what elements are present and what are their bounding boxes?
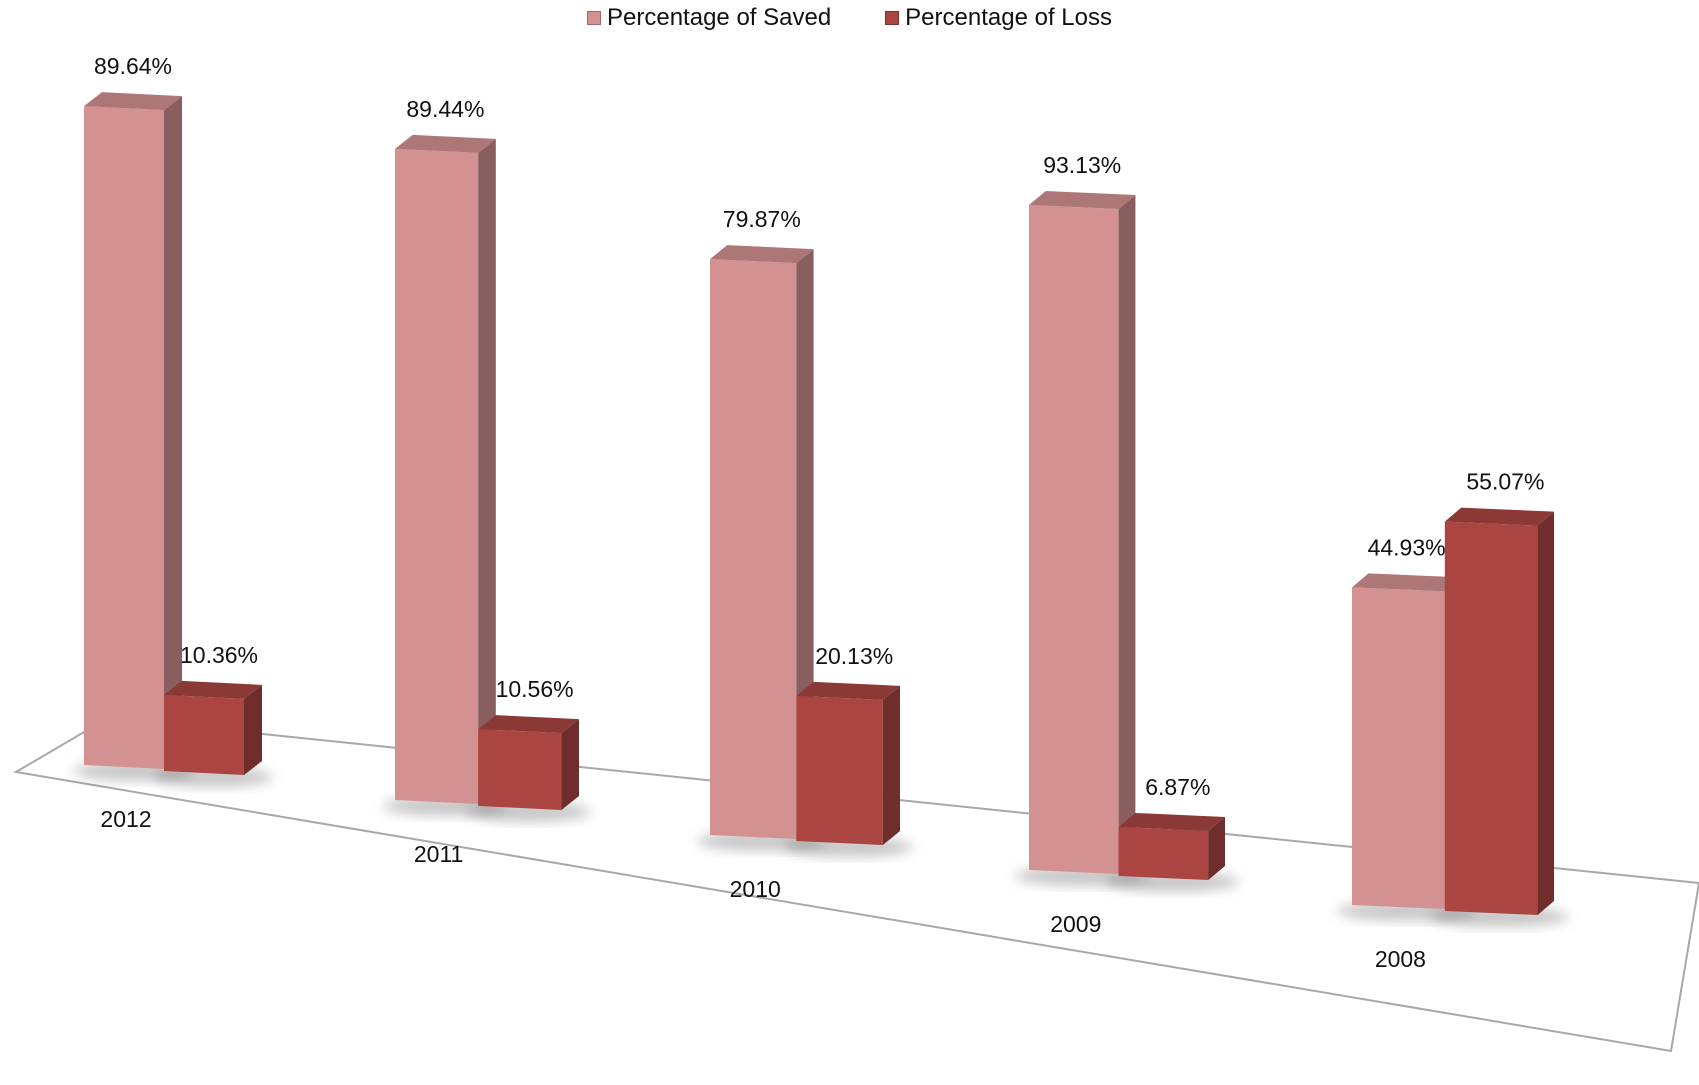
bar-loss-2012: [164, 680, 262, 775]
bar-front-face: [796, 695, 883, 845]
legend-swatch-loss: [885, 11, 900, 25]
bar-front-face: [478, 729, 562, 810]
bar-loss-2009: [1118, 812, 1225, 880]
bar-side-face: [1208, 816, 1225, 880]
bar-top-face: [1118, 812, 1225, 831]
bar-side-face: [882, 685, 900, 845]
bar-top-face: [1352, 573, 1462, 592]
bar-front-face: [1444, 521, 1538, 915]
bar-front-face: [1029, 205, 1119, 874]
legend-label-loss: Percentage of Loss: [905, 4, 1112, 31]
category-label-2009: 2009: [1050, 911, 1101, 937]
data-label-loss-2010: 20.13%: [815, 643, 893, 669]
data-label-loss-2008: 55.07%: [1466, 469, 1544, 495]
bar-top-face: [84, 92, 182, 111]
category-label-2012: 2012: [100, 806, 151, 832]
data-label-loss-2009: 6.87%: [1145, 774, 1210, 800]
bar-front-face: [395, 148, 479, 804]
legend-item-saved: Percentage of Saved: [587, 4, 831, 32]
legend-label-saved: Percentage of Saved: [607, 4, 832, 31]
bar-saved-2011: [395, 134, 496, 804]
bar-loss-2008: [1444, 507, 1554, 915]
legend: Percentage of Saved Percentage of Loss: [0, 4, 1699, 32]
data-label-saved-2011: 89.44%: [406, 96, 484, 122]
legend-item-loss: Percentage of Loss: [885, 4, 1112, 32]
category-label-2010: 2010: [730, 876, 781, 902]
bar-top-face: [796, 681, 900, 700]
bar-side-face: [1118, 195, 1136, 874]
bar-side-face: [244, 684, 262, 775]
bar-loss-2011: [478, 715, 579, 810]
bar-front-face: [1118, 826, 1209, 880]
category-label-2011: 2011: [414, 841, 463, 867]
bar-side-face: [1537, 511, 1554, 915]
bar-saved-2012: [84, 92, 182, 770]
bar-saved-2009: [1029, 191, 1136, 874]
data-label-loss-2011: 10.56%: [496, 676, 574, 702]
data-label-saved-2009: 93.13%: [1043, 152, 1121, 178]
bar-side-face: [478, 138, 496, 804]
bar-top-face: [710, 245, 814, 264]
bar-front-face: [1352, 587, 1445, 909]
bar-saved-2010: [710, 245, 814, 839]
bar-front-face: [710, 259, 797, 839]
bar-top-face: [478, 715, 579, 734]
category-label-2008: 2008: [1375, 946, 1426, 972]
bar-top-face: [1029, 191, 1136, 210]
data-label-loss-2012: 10.36%: [180, 642, 258, 668]
bar-side-face: [561, 719, 579, 810]
legend-swatch-saved: [587, 11, 602, 25]
data-label-saved-2010: 79.87%: [723, 206, 801, 232]
data-label-saved-2012: 89.64%: [94, 53, 172, 79]
bar-loss-2010: [796, 681, 900, 845]
bar-side-face: [164, 96, 182, 770]
bar-top-face: [395, 134, 496, 153]
bar-front-face: [164, 694, 244, 775]
bar-top-face: [164, 680, 262, 699]
bar-top-face: [1444, 507, 1554, 526]
data-label-saved-2008: 44.93%: [1368, 534, 1446, 560]
bar-front-face: [84, 106, 164, 770]
